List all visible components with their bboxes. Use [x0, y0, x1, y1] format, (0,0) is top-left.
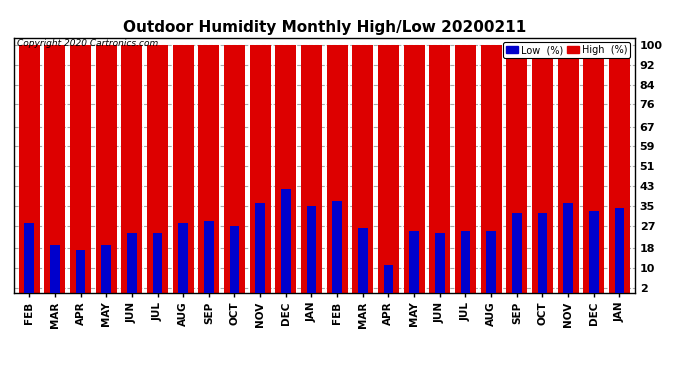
Bar	[609, 45, 630, 292]
Bar	[178, 223, 188, 292]
Bar	[558, 45, 579, 292]
Bar	[353, 45, 373, 292]
Bar	[198, 45, 219, 292]
Bar	[589, 211, 599, 292]
Bar	[101, 246, 111, 292]
Bar	[70, 45, 91, 292]
Title: Outdoor Humidity Monthly High/Low 20200211: Outdoor Humidity Monthly High/Low 202002…	[123, 20, 526, 35]
Bar	[44, 45, 66, 292]
Bar	[506, 45, 527, 292]
Bar	[96, 45, 117, 292]
Bar	[301, 45, 322, 292]
Bar	[378, 45, 399, 292]
Bar	[455, 45, 476, 292]
Bar	[275, 45, 296, 292]
Bar	[563, 203, 573, 292]
Bar	[281, 189, 290, 292]
Bar	[224, 45, 245, 292]
Bar	[532, 45, 553, 292]
Bar	[358, 228, 368, 292]
Bar	[172, 45, 194, 292]
Bar	[306, 206, 316, 292]
Bar	[127, 233, 137, 292]
Bar	[480, 45, 502, 292]
Bar	[326, 45, 348, 292]
Bar	[404, 45, 424, 292]
Bar	[121, 45, 142, 292]
Bar	[384, 265, 393, 292]
Text: Copyright 2020 Cartronics.com: Copyright 2020 Cartronics.com	[17, 39, 158, 48]
Bar	[486, 231, 496, 292]
Bar	[435, 233, 444, 292]
Bar	[204, 221, 214, 292]
Bar	[250, 45, 270, 292]
Bar	[50, 246, 60, 292]
Bar	[255, 203, 265, 292]
Bar	[147, 45, 168, 292]
Bar	[460, 231, 471, 292]
Legend: Low  (%), High  (%): Low (%), High (%)	[503, 42, 630, 58]
Bar	[24, 223, 34, 292]
Bar	[76, 251, 86, 292]
Bar	[19, 45, 40, 292]
Bar	[429, 45, 451, 292]
Bar	[230, 226, 239, 292]
Bar	[333, 201, 342, 292]
Bar	[615, 209, 624, 292]
Bar	[409, 231, 419, 292]
Bar	[152, 233, 162, 292]
Bar	[538, 213, 547, 292]
Bar	[583, 45, 604, 292]
Bar	[512, 213, 522, 292]
